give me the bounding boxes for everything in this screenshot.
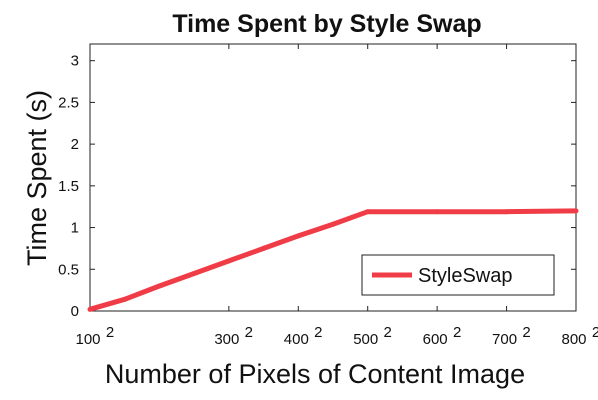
x-tick-exponent: 2: [106, 324, 114, 341]
y-tick-label: 3: [71, 53, 79, 70]
x-tick-label: 100: [75, 331, 100, 348]
x-tick-label: 800: [561, 331, 586, 348]
x-tick-exponent: 2: [245, 324, 253, 341]
legend-label: StyleSwap: [418, 265, 513, 287]
series-line: [89, 208, 577, 312]
y-axis-label: Time Spent (s): [22, 90, 52, 266]
y-tick-label: 1: [71, 220, 79, 237]
chart-title: Time Spent by Style Swap: [172, 10, 481, 38]
x-tick-exponent: 2: [314, 324, 322, 341]
y-tick-label: 1.5: [58, 178, 79, 195]
x-axis: 100 2 300 2 400 2 500 2 600 2 700 2 800 2: [75, 44, 598, 348]
x-tick-label: 400: [284, 331, 309, 348]
data-point: [261, 245, 267, 251]
series-layer: [87, 208, 579, 312]
data-point: [226, 258, 232, 264]
x-tick-exponent: 2: [592, 324, 598, 341]
x-tick-label: 300: [214, 331, 239, 348]
x-tick-label: 500: [353, 331, 378, 348]
x-tick-exponent: 2: [453, 324, 461, 341]
x-tick-exponent: 2: [384, 324, 392, 341]
data-point: [504, 209, 510, 215]
x-tick-exponent: 2: [522, 324, 530, 341]
y-tick-label: 0.5: [58, 261, 79, 278]
data-point: [87, 306, 93, 312]
x-tick-label: 600: [423, 331, 448, 348]
data-point: [191, 270, 197, 276]
data-point: [156, 283, 162, 289]
x-axis-label: Number of Pixels of Content Image: [105, 359, 525, 389]
legend: StyleSwap: [361, 254, 555, 296]
y-tick-label: 2: [71, 136, 79, 153]
data-point: [365, 209, 371, 215]
data-point: [573, 208, 579, 214]
y-axis: 0 0.5 1 1.5 2 2.5 3: [58, 53, 576, 320]
plot-frame: [89, 43, 577, 312]
data-point: [434, 209, 440, 215]
y-tick-label: 0: [71, 303, 79, 320]
y-tick-label: 2.5: [58, 94, 79, 111]
data-point: [295, 233, 301, 239]
x-tick-label: 700: [492, 331, 517, 348]
data-point: [330, 221, 336, 227]
data-point: [122, 296, 128, 302]
